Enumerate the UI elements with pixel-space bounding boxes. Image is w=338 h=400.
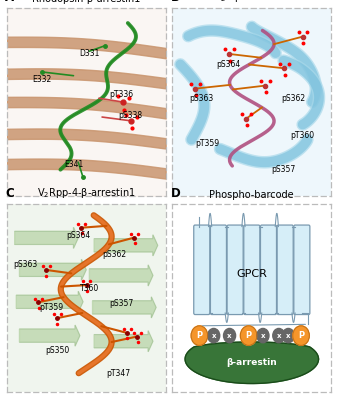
Polygon shape <box>89 265 153 286</box>
Text: E341: E341 <box>64 160 83 168</box>
Text: pS357: pS357 <box>271 165 296 174</box>
Text: x: x <box>286 333 291 338</box>
Circle shape <box>208 328 220 343</box>
Text: x: x <box>227 333 232 338</box>
FancyBboxPatch shape <box>261 225 276 314</box>
Text: pT360: pT360 <box>291 131 315 140</box>
Text: Phospho-barcode: Phospho-barcode <box>210 190 294 200</box>
Text: pS364: pS364 <box>66 232 90 240</box>
Polygon shape <box>20 259 86 280</box>
Text: pT347: pT347 <box>106 369 130 378</box>
Text: x: x <box>212 333 216 338</box>
Text: pT336: pT336 <box>109 90 133 99</box>
Text: pS363: pS363 <box>189 94 213 103</box>
Text: E332: E332 <box>32 75 51 84</box>
Text: pS362: pS362 <box>281 94 305 103</box>
FancyBboxPatch shape <box>294 225 310 314</box>
Circle shape <box>257 328 269 343</box>
Text: x: x <box>276 333 281 338</box>
Polygon shape <box>185 342 318 384</box>
Text: pS364: pS364 <box>216 60 240 69</box>
Text: x: x <box>261 333 265 338</box>
Text: B: B <box>171 0 180 4</box>
Text: V$_2$Rpp-4-β-arrestin1: V$_2$Rpp-4-β-arrestin1 <box>37 186 136 200</box>
Text: pS350: pS350 <box>46 346 70 355</box>
Text: P: P <box>246 331 252 340</box>
Polygon shape <box>93 297 156 318</box>
Circle shape <box>273 328 285 343</box>
FancyBboxPatch shape <box>194 225 210 314</box>
Text: pT359: pT359 <box>195 139 219 148</box>
Text: V$_2$T-β-arrestin1: V$_2$T-β-arrestin1 <box>214 0 290 4</box>
Circle shape <box>240 326 257 345</box>
FancyBboxPatch shape <box>244 225 260 314</box>
Polygon shape <box>94 235 158 256</box>
Circle shape <box>282 328 294 343</box>
Text: P: P <box>196 331 202 340</box>
Text: A: A <box>5 0 14 4</box>
Text: D: D <box>171 187 180 200</box>
Text: pS357: pS357 <box>109 299 133 308</box>
Circle shape <box>191 326 208 345</box>
Text: pS362: pS362 <box>103 250 127 259</box>
Text: T360: T360 <box>80 284 99 293</box>
Circle shape <box>223 328 236 343</box>
Polygon shape <box>94 331 153 352</box>
Text: C: C <box>5 187 14 200</box>
Polygon shape <box>16 291 83 312</box>
FancyBboxPatch shape <box>211 225 226 314</box>
Text: pS363: pS363 <box>14 260 38 269</box>
Text: pT359: pT359 <box>39 303 63 312</box>
Text: D331: D331 <box>79 49 100 58</box>
Text: GPCR: GPCR <box>236 269 267 279</box>
Text: Rhodopsin-β-arrestin1: Rhodopsin-β-arrestin1 <box>32 0 140 4</box>
Polygon shape <box>15 227 78 248</box>
Text: pS338: pS338 <box>119 111 143 120</box>
FancyBboxPatch shape <box>227 225 243 314</box>
Polygon shape <box>20 325 80 346</box>
Circle shape <box>293 326 309 345</box>
FancyBboxPatch shape <box>277 225 293 314</box>
Text: P: P <box>298 331 304 340</box>
Text: β-arrestin: β-arrestin <box>226 358 277 367</box>
